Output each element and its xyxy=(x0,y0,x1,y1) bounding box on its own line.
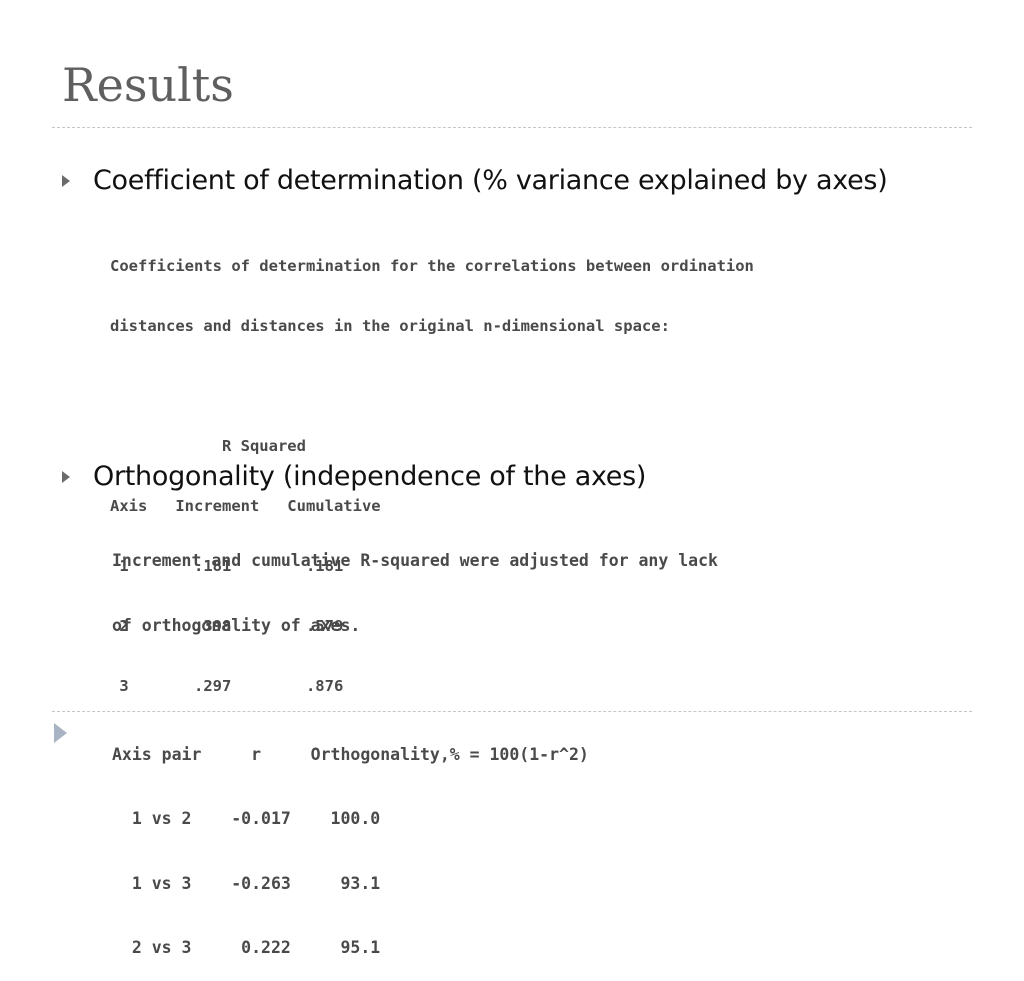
slide-title: Results xyxy=(62,58,234,112)
output-line: 1 vs 2 -0.017 100.0 xyxy=(112,809,381,828)
output-line xyxy=(110,374,754,398)
output-line xyxy=(112,677,718,704)
output-line: 2 .398 .579 xyxy=(110,617,344,635)
output-line: Axis pair r Orthogonality,% = 100(1-r^2) xyxy=(112,744,589,764)
triangle-right-icon xyxy=(62,174,70,187)
output-line: 2 vs 3 0.222 95.1 xyxy=(112,938,381,957)
bottom-divider xyxy=(52,711,972,712)
output-line: 1 vs 3 -0.263 93.1 xyxy=(112,873,381,893)
top-divider xyxy=(52,127,972,128)
output-line: distances and distances in the original … xyxy=(110,317,670,335)
bullet-text: Orthogonality (independence of the axes) xyxy=(93,461,647,492)
output-line: 3 .297 .876 xyxy=(110,677,344,695)
output-line: 1 .181 .181 xyxy=(110,557,344,575)
orthogonality-output: Increment and cumulative R-squared were … xyxy=(112,510,718,981)
triangle-right-icon xyxy=(62,470,70,483)
output-line: R Squared xyxy=(110,437,306,455)
output-line: Coefficients of determination for the co… xyxy=(110,257,754,275)
output-line: of orthogonality of axes. xyxy=(112,615,361,635)
bullet-orthogonality: Orthogonality (independence of the axes) xyxy=(62,461,646,492)
output-line: Axis Increment Cumulative xyxy=(110,497,381,515)
bullet-text: Coefficient of determination (% variance… xyxy=(93,165,888,196)
output-line: Increment and cumulative R-squared were … xyxy=(112,551,718,570)
play-arrow-icon[interactable] xyxy=(54,723,67,743)
determination-output: Coefficients of determination for the co… xyxy=(110,218,754,716)
bullet-coefficient: Coefficient of determination (% variance… xyxy=(62,165,888,196)
